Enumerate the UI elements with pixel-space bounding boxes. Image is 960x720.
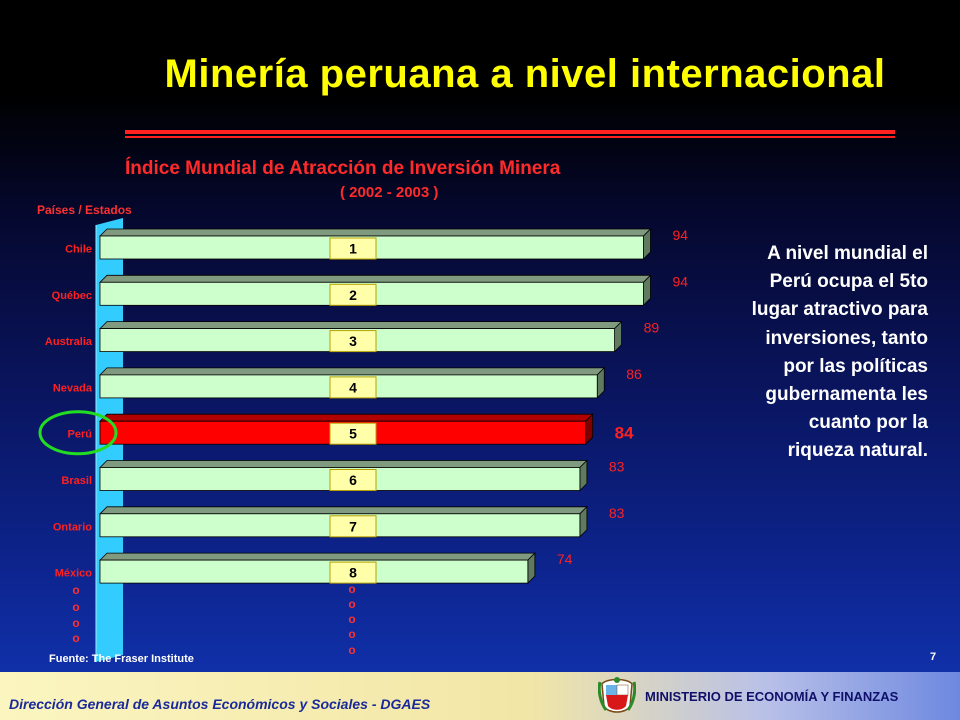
footer-right-text: MINISTERIO DE ECONOMÍA Y FINANZAS (645, 689, 899, 704)
rank-box (329, 422, 377, 445)
chart-subtitle: ( 2002 - 2003 ) (340, 184, 439, 201)
category-label: Perú (68, 429, 92, 441)
continuation-mark: o (72, 631, 79, 645)
value-label: 94 (672, 273, 688, 289)
value-label: 94 (672, 227, 688, 243)
value-label: 84 (615, 424, 634, 443)
source-text: Fuente: The Fraser Institute (49, 653, 194, 665)
bar-top (99, 506, 588, 515)
value-label: 74 (557, 551, 573, 567)
category-label: México (55, 568, 93, 580)
rank-box (329, 469, 377, 491)
bar-top (99, 552, 536, 561)
rank-box (329, 561, 377, 584)
value-label: 89 (644, 320, 660, 336)
y-axis-title: Países / Estados (37, 203, 132, 217)
title-underline-thin (125, 136, 895, 138)
category-label: Nevada (53, 382, 93, 394)
rank-label: 7 (349, 518, 357, 534)
chart-title: Índice Mundial de Atracción de Inversión… (125, 158, 561, 179)
continuation-mark: o (348, 627, 355, 641)
title-underline (125, 130, 895, 134)
category-label: Australia (45, 336, 93, 348)
value-label: 86 (626, 366, 642, 382)
value-label: 83 (609, 459, 625, 475)
footer-left-text: Dirección General de Asuntos Económicos … (9, 696, 431, 712)
rank-label: 8 (349, 565, 357, 581)
bar-top (99, 228, 652, 237)
category-label: Brasil (61, 475, 92, 487)
rank-box (329, 237, 377, 260)
bar-top (99, 321, 623, 330)
rank-box (329, 330, 377, 353)
highlight-circle (38, 410, 118, 456)
slide-title: Minería peruana a nivel internacional (164, 52, 886, 96)
continuation-mark: o (72, 616, 79, 630)
page-number: 7 (930, 651, 937, 663)
rank-box (329, 283, 377, 306)
bar-top (99, 367, 606, 376)
note-text: A nivel mundial el Perú ocupa el 5to lug… (751, 243, 928, 462)
continuation-mark: o (348, 643, 355, 657)
continuation-mark: o (348, 582, 355, 596)
peru-coat-of-arms-icon (598, 677, 636, 713)
bar-top (99, 413, 594, 422)
rank-label: 4 (349, 379, 357, 395)
rank-label: 6 (349, 472, 357, 488)
rank-label: 3 (349, 333, 357, 349)
category-label: Québec (52, 290, 92, 302)
continuation-mark: o (348, 597, 355, 611)
continuation-mark: o (72, 600, 79, 614)
rank-label: 5 (349, 426, 357, 442)
continuation-mark: o (348, 612, 355, 626)
bar-top (99, 460, 588, 468)
category-label: Chile (65, 244, 92, 256)
rank-label: 1 (349, 241, 357, 257)
category-label: Ontario (53, 521, 92, 533)
continuation-mark: o (72, 583, 79, 597)
rank-label: 2 (349, 287, 357, 303)
value-label: 83 (609, 505, 625, 521)
bar-top (99, 274, 652, 283)
footer-bar (0, 672, 960, 720)
rank-box (329, 376, 377, 399)
bar (99, 559, 529, 584)
rank-box (329, 515, 377, 538)
